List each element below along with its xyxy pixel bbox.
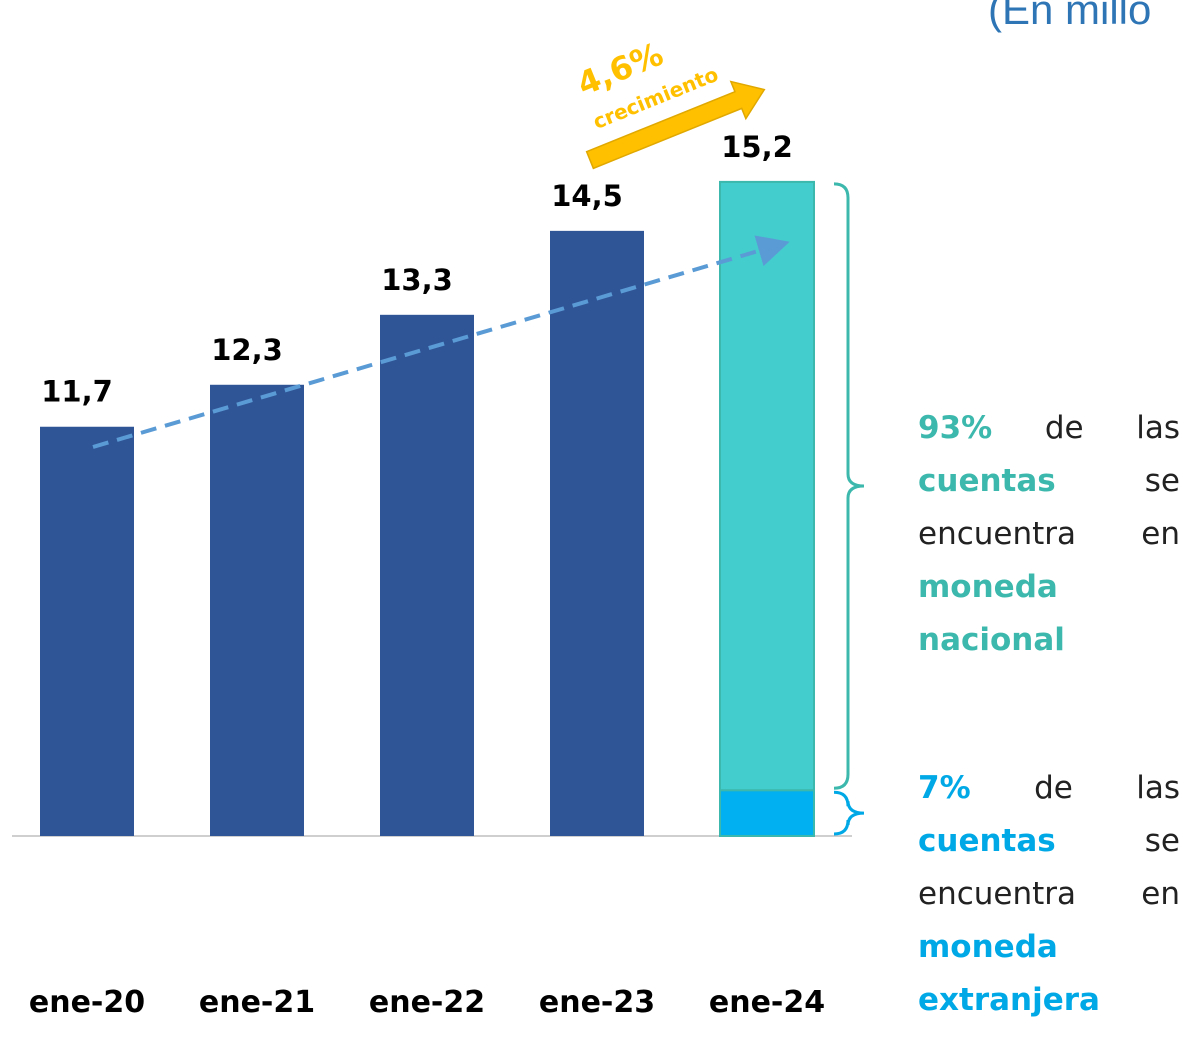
growth-arrow — [585, 80, 766, 170]
value-label: 11,7 — [41, 375, 113, 409]
value-label: 12,3 — [211, 333, 283, 367]
x-tick-label: ene-23 — [539, 985, 655, 1020]
x-tick-label: ene-24 — [709, 985, 825, 1020]
value-label: 15,2 — [721, 130, 793, 164]
bar — [210, 384, 304, 836]
brace — [833, 182, 865, 790]
bar-segment — [719, 180, 815, 792]
brace — [833, 790, 865, 836]
note-highlight: moneda nacional — [918, 569, 1065, 658]
note: 93% de las cuentas se encuentra en moned… — [918, 402, 1180, 667]
bar — [380, 314, 474, 836]
chart-title: (En millo — [988, 0, 1152, 33]
note-text: de las — [992, 410, 1180, 446]
bar — [550, 230, 644, 836]
x-tick-label: ene-21 — [199, 985, 315, 1020]
note-text: se encuentra en — [918, 823, 1180, 912]
note-text: de las — [970, 770, 1180, 806]
bar-segment — [719, 789, 815, 838]
note-highlight: cuentas — [918, 463, 1056, 499]
bar — [40, 426, 134, 836]
x-tick-label: ene-22 — [369, 985, 485, 1020]
note-highlight: cuentas — [918, 823, 1056, 859]
note-highlight: 7% — [918, 770, 971, 806]
note-highlight: moneda extranjera — [918, 929, 1100, 1018]
value-label: 14,5 — [551, 179, 623, 213]
x-tick-label: ene-20 — [29, 985, 145, 1020]
note: 7% de las cuentas se encuentra en moneda… — [918, 762, 1180, 1027]
value-label: 13,3 — [381, 263, 453, 297]
note-highlight: 93% — [918, 410, 993, 446]
trend-line — [92, 235, 790, 449]
note-text: se encuentra en — [918, 463, 1180, 552]
